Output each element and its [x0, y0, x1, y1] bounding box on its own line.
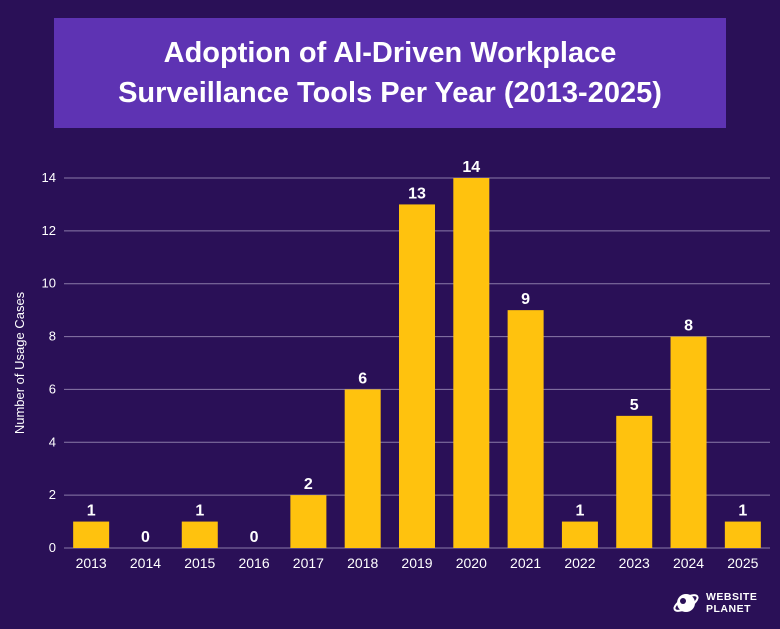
bar-2017	[290, 495, 327, 548]
y-tick-label: 14	[42, 170, 56, 185]
value-label-2019: 13	[408, 185, 426, 202]
x-tick-label-2019: 2019	[401, 555, 432, 571]
value-label-2020: 14	[462, 159, 480, 176]
x-tick-label-2024: 2024	[673, 555, 704, 571]
y-tick-label: 12	[42, 223, 56, 238]
value-label-2025: 1	[738, 503, 747, 520]
planet-icon	[673, 594, 699, 612]
value-label-2016: 0	[250, 529, 259, 546]
x-tick-label-2021: 2021	[510, 555, 541, 571]
bar-2013	[73, 521, 110, 548]
x-tick-label-2023: 2023	[619, 555, 650, 571]
x-tick-label-2017: 2017	[293, 555, 324, 571]
chart-title: Adoption of AI-Driven Workplace Surveill…	[118, 37, 662, 109]
y-tick-label: 4	[49, 434, 56, 449]
logo-line-1: WEBSITE	[706, 591, 758, 603]
y-tick-label: 2	[49, 487, 56, 502]
bar-2023	[616, 415, 653, 548]
value-label-2018: 6	[358, 370, 367, 387]
value-label-2021: 9	[521, 291, 530, 308]
value-label-2015: 1	[195, 503, 204, 520]
y-tick-label: 8	[49, 329, 56, 344]
bar-2025	[724, 521, 761, 548]
bar-2020	[453, 178, 490, 548]
x-tick-label-2020: 2020	[456, 555, 487, 571]
x-tick-label-2025: 2025	[727, 555, 758, 571]
y-axis-label: Number of Usage Cases	[12, 291, 27, 434]
y-tick-label: 6	[49, 381, 56, 396]
logo-line-2: PLANET	[706, 603, 751, 615]
x-tick-label-2016: 2016	[238, 555, 269, 571]
x-tick-label-2013: 2013	[76, 555, 107, 571]
bar-2015	[181, 521, 218, 548]
value-label-2014: 0	[141, 529, 150, 546]
value-label-2022: 1	[575, 503, 584, 520]
x-tick-label-2022: 2022	[564, 555, 595, 571]
bar-2018	[344, 389, 381, 548]
y-tick-label: 0	[49, 540, 56, 555]
x-tick-label-2018: 2018	[347, 555, 378, 571]
x-tick-label-2014: 2014	[130, 555, 161, 571]
value-label-2024: 8	[684, 318, 693, 335]
x-tick-label-2015: 2015	[184, 555, 215, 571]
value-label-2013: 1	[87, 503, 96, 520]
y-tick-label: 10	[42, 276, 56, 291]
bar-2024	[670, 336, 707, 548]
title-box: Adoption of AI-Driven Workplace Surveill…	[54, 18, 726, 128]
bar-2021	[507, 310, 544, 548]
value-label-2017: 2	[304, 476, 313, 493]
bar-2019	[399, 204, 435, 548]
value-label-2023: 5	[630, 397, 639, 414]
bar-2022	[561, 521, 598, 548]
website-planet-logo: WEBSITE PLANET	[672, 588, 772, 618]
